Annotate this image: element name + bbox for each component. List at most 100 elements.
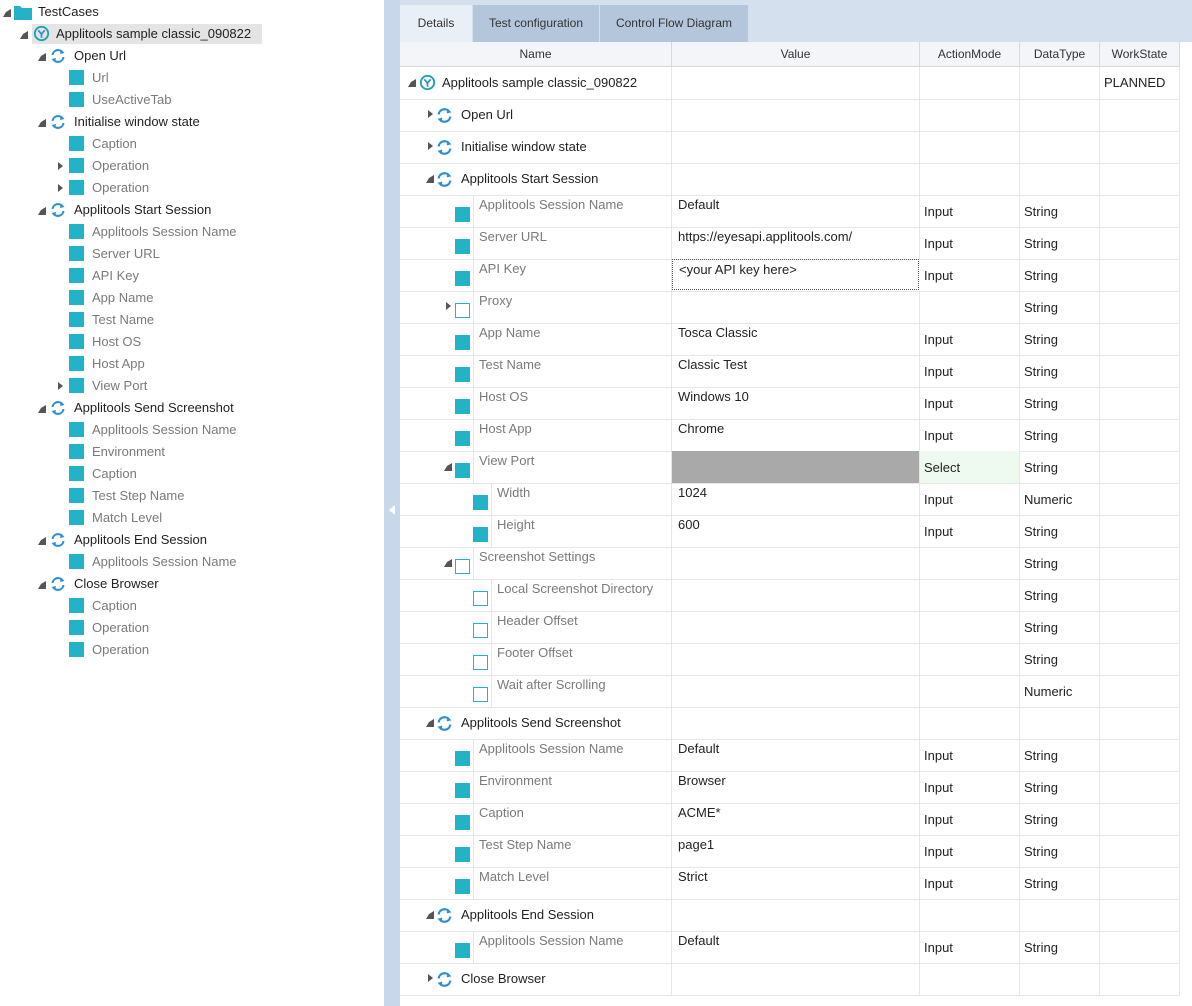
table-row[interactable]: Applitools Session Name Default Input Strin… xyxy=(400,931,1180,964)
cell-workstate[interactable] xyxy=(1100,515,1180,547)
cell-name[interactable]: Test Name xyxy=(400,355,672,387)
cell-datatype[interactable]: String xyxy=(1020,451,1100,483)
cell-value[interactable]: Browser xyxy=(672,771,920,803)
table-row[interactable]: Applitools sample classic_090822 PLANNED xyxy=(400,67,1180,100)
cell-name[interactable]: Width xyxy=(400,483,672,515)
tree-step-item[interactable]: Open Url xyxy=(0,45,380,67)
cell-value[interactable]: Chrome xyxy=(672,419,920,451)
cell-name[interactable]: Host OS xyxy=(400,387,672,419)
table-row[interactable]: Match Level Strict Input String xyxy=(400,867,1180,900)
cell-value[interactable]: https://eyesapi.applitools.com/ xyxy=(672,227,920,259)
cell-value[interactable] xyxy=(672,643,920,675)
table-row[interactable]: Proxy String xyxy=(400,291,1180,324)
expanded-toggle-icon[interactable] xyxy=(408,79,416,87)
table-row[interactable]: Test Step Name page1 Input String xyxy=(400,835,1180,868)
cell-datatype[interactable]: String xyxy=(1020,611,1100,643)
table-row[interactable]: Local Screenshot Directory String xyxy=(400,579,1180,612)
tree-root-testcases[interactable]: TestCases xyxy=(0,1,380,23)
cell-value[interactable]: Default xyxy=(672,931,920,963)
tree-attribute-item[interactable]: Server URL xyxy=(0,243,380,265)
table-row[interactable]: Wait after Scrolling Numeric xyxy=(400,675,1180,708)
tree-step-item[interactable]: Applitools Start Session xyxy=(0,199,380,221)
cell-actionmode[interactable]: Input xyxy=(920,771,1020,803)
column-header-value[interactable]: Value xyxy=(672,42,920,66)
cell-actionmode[interactable] xyxy=(920,611,1020,643)
table-row[interactable]: Test Name Classic Test Input String xyxy=(400,355,1180,388)
cell-datatype[interactable]: String xyxy=(1020,515,1100,547)
tab-details[interactable]: Details xyxy=(400,5,472,42)
cell-name[interactable]: Height xyxy=(400,515,672,547)
cell-value[interactable]: ACME* xyxy=(672,803,920,835)
cell-value[interactable] xyxy=(672,163,920,195)
cell-datatype[interactable]: String xyxy=(1020,579,1100,611)
cell-name[interactable]: Wait after Scrolling xyxy=(400,675,672,707)
tree-attribute-item[interactable]: Operation xyxy=(0,639,380,661)
tree-attribute-item[interactable]: Applitools Session Name xyxy=(0,551,380,573)
tree-attribute-item[interactable]: Caption xyxy=(0,595,380,617)
cell-workstate[interactable] xyxy=(1100,483,1180,515)
cell-name[interactable]: App Name xyxy=(400,323,672,355)
collapsed-toggle-icon[interactable] xyxy=(428,110,433,118)
cell-value[interactable] xyxy=(672,451,920,483)
tree-attribute-item[interactable]: Match Level xyxy=(0,507,380,529)
cell-actionmode[interactable]: Input xyxy=(920,259,1020,291)
cell-datatype[interactable]: String xyxy=(1020,547,1100,579)
expanded-toggle-icon[interactable] xyxy=(38,405,46,413)
tree-attribute-item[interactable]: Url xyxy=(0,67,380,89)
cell-datatype[interactable] xyxy=(1020,131,1100,163)
cell-actionmode[interactable]: Input xyxy=(920,355,1020,387)
cell-workstate[interactable] xyxy=(1100,195,1180,227)
cell-actionmode[interactable] xyxy=(920,707,1020,739)
cell-actionmode[interactable]: Input xyxy=(920,387,1020,419)
expanded-toggle-icon[interactable] xyxy=(38,119,46,127)
column-header-workstate[interactable]: WorkState xyxy=(1100,42,1180,66)
cell-workstate[interactable] xyxy=(1100,451,1180,483)
cell-actionmode[interactable]: Input xyxy=(920,483,1020,515)
cell-value[interactable]: Default xyxy=(672,739,920,771)
column-header-datatype[interactable]: DataType xyxy=(1020,42,1100,66)
cell-name[interactable]: Applitools sample classic_090822 xyxy=(400,67,672,99)
cell-datatype[interactable]: String xyxy=(1020,291,1100,323)
cell-datatype[interactable]: String xyxy=(1020,931,1100,963)
tree-step-item[interactable]: Applitools End Session xyxy=(0,529,380,551)
cell-value[interactable]: Default xyxy=(672,195,920,227)
cell-name[interactable]: Applitools Session Name xyxy=(400,195,672,227)
tree-step-item[interactable]: Initialise window state xyxy=(0,111,380,133)
cell-workstate[interactable] xyxy=(1100,419,1180,451)
column-header-actionmode[interactable]: ActionMode xyxy=(920,42,1020,66)
tab-control-flow-diagram[interactable]: Control Flow Diagram xyxy=(600,5,748,42)
cell-workstate[interactable] xyxy=(1100,643,1180,675)
cell-datatype[interactable]: String xyxy=(1020,387,1100,419)
tree-attribute-item[interactable]: View Port xyxy=(0,375,380,397)
cell-actionmode[interactable] xyxy=(920,67,1020,99)
cell-workstate[interactable] xyxy=(1100,387,1180,419)
cell-value[interactable] xyxy=(672,291,920,323)
expanded-toggle-icon[interactable] xyxy=(426,175,434,183)
cell-name[interactable]: Proxy xyxy=(400,291,672,323)
cell-datatype[interactable]: String xyxy=(1020,195,1100,227)
table-row[interactable]: Applitools Send Screenshot xyxy=(400,707,1180,740)
cell-name[interactable]: Environment xyxy=(400,771,672,803)
collapsed-toggle-icon[interactable] xyxy=(428,974,433,982)
tree-attribute-item[interactable]: UseActiveTab xyxy=(0,89,380,111)
table-row[interactable]: Environment Browser Input String xyxy=(400,771,1180,804)
cell-workstate[interactable] xyxy=(1100,227,1180,259)
table-row[interactable]: Header Offset String xyxy=(400,611,1180,644)
cell-actionmode[interactable]: Input xyxy=(920,419,1020,451)
cell-datatype[interactable] xyxy=(1020,707,1100,739)
cell-value[interactable] xyxy=(672,611,920,643)
cell-actionmode[interactable]: Input xyxy=(920,739,1020,771)
cell-value[interactable] xyxy=(672,67,920,99)
cell-workstate[interactable] xyxy=(1100,163,1180,195)
cell-actionmode[interactable]: Input xyxy=(920,931,1020,963)
cell-actionmode[interactable] xyxy=(920,579,1020,611)
cell-datatype[interactable]: String xyxy=(1020,803,1100,835)
tree-step-item[interactable]: Close Browser xyxy=(0,573,380,595)
cell-workstate[interactable] xyxy=(1100,803,1180,835)
table-row[interactable]: Applitools Session Name Default Input Strin… xyxy=(400,195,1180,228)
cell-datatype[interactable]: String xyxy=(1020,643,1100,675)
tree-step-item[interactable]: Applitools Send Screenshot xyxy=(0,397,380,419)
cell-value[interactable]: Windows 10 xyxy=(672,387,920,419)
tree-attribute-item[interactable]: Host App xyxy=(0,353,380,375)
cell-name[interactable]: Test Step Name xyxy=(400,835,672,867)
